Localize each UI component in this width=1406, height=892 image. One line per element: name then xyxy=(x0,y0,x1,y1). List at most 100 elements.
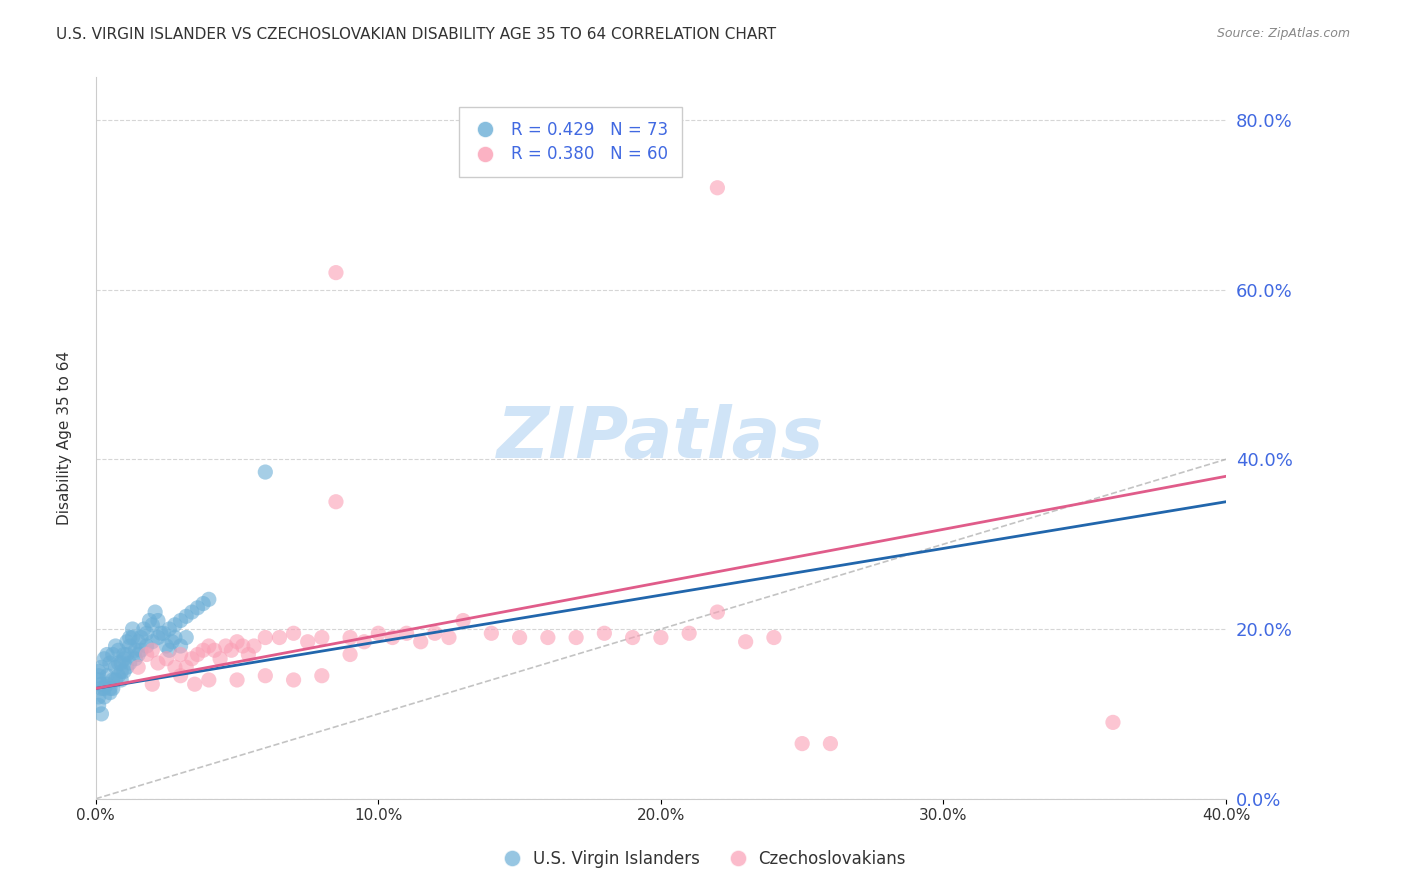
Czechoslovakians xyxy=(311,631,333,645)
Czechoslovakians xyxy=(127,660,149,674)
Text: Source: ZipAtlas.com: Source: ZipAtlas.com xyxy=(1216,27,1350,40)
U.S. Virgin Islanders xyxy=(118,631,141,645)
Czechoslovakians xyxy=(339,631,361,645)
U.S. Virgin Islanders xyxy=(121,622,143,636)
U.S. Virgin Islanders xyxy=(90,681,112,696)
Legend: R = 0.429   N = 73, R = 0.380   N = 60: R = 0.429 N = 73, R = 0.380 N = 60 xyxy=(460,107,682,177)
U.S. Virgin Islanders xyxy=(143,605,166,619)
Czechoslovakians xyxy=(479,626,502,640)
Czechoslovakians xyxy=(169,669,191,683)
Czechoslovakians xyxy=(283,626,305,640)
U.S. Virgin Islanders xyxy=(115,660,138,674)
Czechoslovakians xyxy=(209,651,232,665)
U.S. Virgin Islanders xyxy=(138,614,160,628)
U.S. Virgin Islanders xyxy=(87,698,110,713)
Czechoslovakians xyxy=(395,626,418,640)
Czechoslovakians xyxy=(565,631,588,645)
U.S. Virgin Islanders xyxy=(112,648,135,662)
Czechoslovakians xyxy=(451,614,474,628)
U.S. Virgin Islanders xyxy=(110,656,132,670)
Czechoslovakians xyxy=(232,639,254,653)
U.S. Virgin Islanders xyxy=(90,677,112,691)
Y-axis label: Disability Age 35 to 64: Disability Age 35 to 64 xyxy=(58,351,72,525)
U.S. Virgin Islanders xyxy=(90,660,112,674)
U.S. Virgin Islanders xyxy=(155,639,177,653)
Czechoslovakians xyxy=(169,648,191,662)
Czechoslovakians xyxy=(650,631,672,645)
Czechoslovakians xyxy=(174,660,197,674)
Czechoslovakians xyxy=(221,643,243,657)
U.S. Virgin Islanders xyxy=(129,631,152,645)
U.S. Virgin Islanders xyxy=(169,614,191,628)
U.S. Virgin Islanders xyxy=(157,643,180,657)
Czechoslovakians xyxy=(621,631,644,645)
U.S. Virgin Islanders xyxy=(132,622,155,636)
U.S. Virgin Islanders xyxy=(191,597,214,611)
Czechoslovakians xyxy=(1102,715,1125,730)
U.S. Virgin Islanders xyxy=(87,690,110,704)
U.S. Virgin Islanders xyxy=(93,651,115,665)
Czechoslovakians xyxy=(204,643,226,657)
U.S. Virgin Islanders xyxy=(198,592,221,607)
Czechoslovakians xyxy=(215,639,238,653)
U.S. Virgin Islanders xyxy=(135,626,157,640)
U.S. Virgin Islanders xyxy=(121,631,143,645)
Czechoslovakians xyxy=(706,180,728,194)
U.S. Virgin Islanders xyxy=(104,660,127,674)
Czechoslovakians xyxy=(706,605,728,619)
U.S. Virgin Islanders xyxy=(101,648,124,662)
U.S. Virgin Islanders xyxy=(93,690,115,704)
Czechoslovakians xyxy=(141,643,163,657)
U.S. Virgin Islanders xyxy=(174,609,197,624)
Czechoslovakians xyxy=(186,648,208,662)
U.S. Virgin Islanders xyxy=(152,626,174,640)
U.S. Virgin Islanders xyxy=(87,669,110,683)
Czechoslovakians xyxy=(254,631,277,645)
Czechoslovakians xyxy=(238,648,260,662)
U.S. Virgin Islanders xyxy=(115,634,138,648)
U.S. Virgin Islanders xyxy=(107,643,129,657)
U.S. Virgin Islanders xyxy=(115,648,138,662)
Czechoslovakians xyxy=(135,648,157,662)
U.S. Virgin Islanders xyxy=(98,656,121,670)
U.S. Virgin Islanders xyxy=(98,686,121,700)
Czechoslovakians xyxy=(191,643,214,657)
Czechoslovakians xyxy=(820,737,842,751)
U.S. Virgin Islanders xyxy=(107,669,129,683)
Czechoslovakians xyxy=(339,648,361,662)
U.S. Virgin Islanders xyxy=(135,639,157,653)
Czechoslovakians xyxy=(254,669,277,683)
U.S. Virgin Islanders xyxy=(146,631,169,645)
U.S. Virgin Islanders xyxy=(118,656,141,670)
U.S. Virgin Islanders xyxy=(124,643,146,657)
U.S. Virgin Islanders xyxy=(110,665,132,679)
U.S. Virgin Islanders xyxy=(110,673,132,687)
Czechoslovakians xyxy=(325,266,347,280)
Czechoslovakians xyxy=(423,626,446,640)
U.S. Virgin Islanders xyxy=(141,634,163,648)
Czechoslovakians xyxy=(146,656,169,670)
Czechoslovakians xyxy=(381,631,404,645)
U.S. Virgin Islanders xyxy=(149,626,172,640)
Czechoslovakians xyxy=(311,669,333,683)
U.S. Virgin Islanders xyxy=(112,651,135,665)
Text: ZIPatlas: ZIPatlas xyxy=(498,403,824,473)
Czechoslovakians xyxy=(243,639,266,653)
Czechoslovakians xyxy=(226,634,249,648)
Czechoslovakians xyxy=(509,631,531,645)
U.S. Virgin Islanders xyxy=(146,614,169,628)
Czechoslovakians xyxy=(155,651,177,665)
Czechoslovakians xyxy=(353,634,375,648)
U.S. Virgin Islanders xyxy=(157,622,180,636)
U.S. Virgin Islanders xyxy=(112,665,135,679)
Czechoslovakians xyxy=(297,634,319,648)
U.S. Virgin Islanders xyxy=(101,681,124,696)
U.S. Virgin Islanders xyxy=(127,634,149,648)
U.S. Virgin Islanders xyxy=(180,605,202,619)
U.S. Virgin Islanders xyxy=(118,639,141,653)
Czechoslovakians xyxy=(593,626,616,640)
U.S. Virgin Islanders xyxy=(107,656,129,670)
U.S. Virgin Islanders xyxy=(90,706,112,721)
U.S. Virgin Islanders xyxy=(254,465,277,479)
U.S. Virgin Islanders xyxy=(174,631,197,645)
